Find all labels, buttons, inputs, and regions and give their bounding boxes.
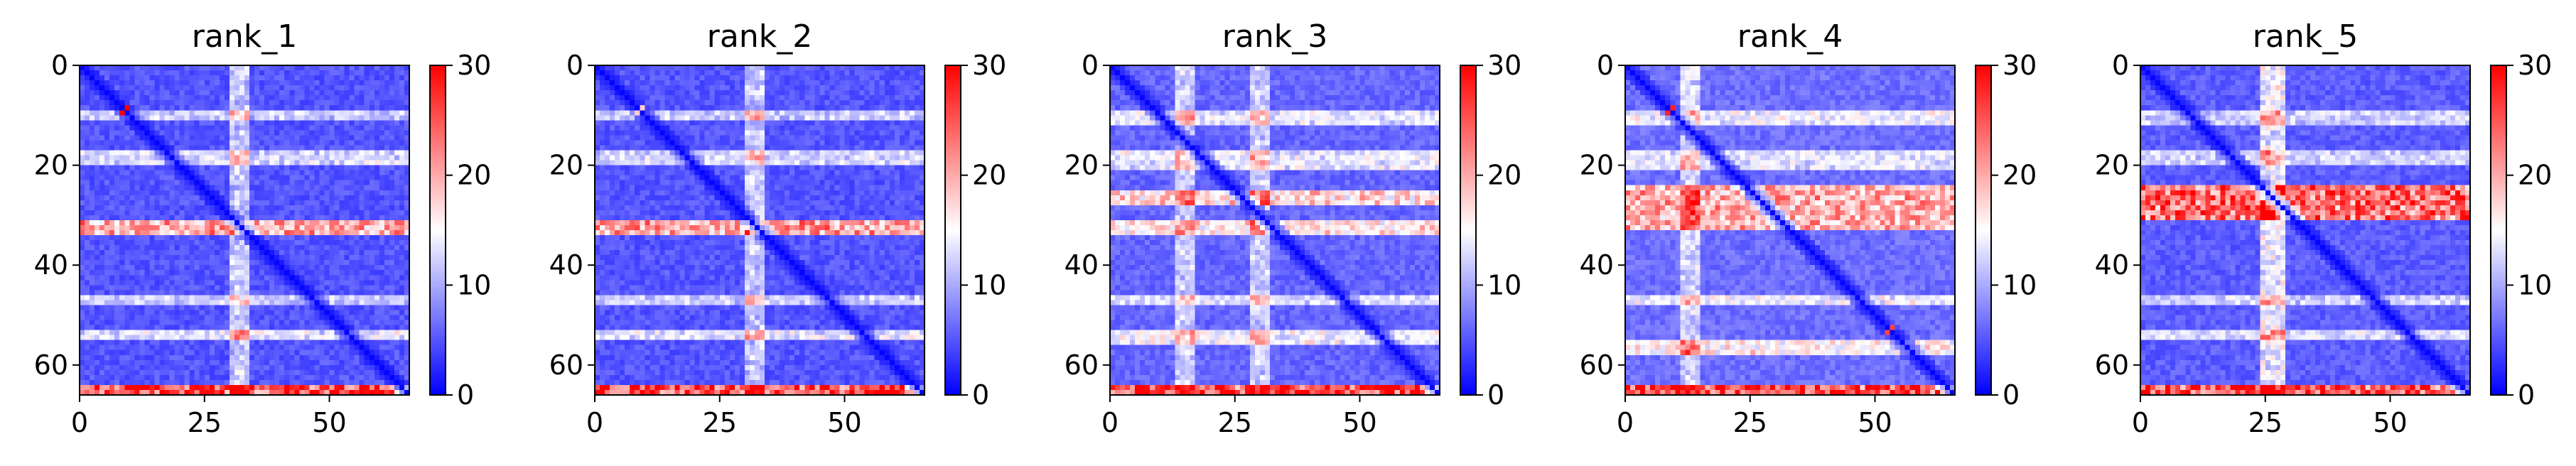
y-tick-label: 60 — [2095, 350, 2129, 381]
colorbar-tick-label: 30 — [2518, 50, 2552, 81]
x-tick-label: 50 — [827, 407, 861, 438]
colorbar — [1975, 65, 1992, 396]
y-tick-label: 40 — [549, 249, 583, 281]
colorbar — [2490, 65, 2507, 396]
colorbar-tick-label: 30 — [1487, 50, 1521, 81]
colorbar-tick-label: 30 — [457, 50, 491, 81]
x-tick-label: 0 — [1617, 407, 1634, 438]
colorbar-tick-label: 20 — [972, 160, 1006, 191]
y-tick-label: 0 — [2112, 50, 2129, 81]
x-tick-label: 25 — [188, 407, 222, 438]
y-tick-label: 20 — [1065, 150, 1099, 181]
heatmap-cells — [595, 65, 925, 395]
y-tick-label: 20 — [34, 150, 68, 181]
y-tick-label: 0 — [1082, 50, 1099, 81]
plot-frame — [594, 65, 925, 396]
colorbar-tick-label: 10 — [457, 269, 491, 300]
y-tick-label: 0 — [1597, 50, 1614, 81]
y-tick-label: 60 — [549, 350, 583, 381]
x-tick-label: 0 — [586, 407, 603, 438]
y-tick-label: 60 — [34, 350, 68, 381]
chart-title: rank_5 — [2253, 18, 2358, 55]
colorbar-tick-label: 20 — [2003, 160, 2037, 191]
plot-frame — [2140, 65, 2471, 396]
x-tick-label: 25 — [1733, 407, 1767, 438]
x-tick-label: 25 — [2248, 407, 2283, 438]
x-tick-label: 0 — [1101, 407, 1119, 438]
colorbar-tick-label: 20 — [457, 160, 491, 191]
heatmap-cells — [80, 65, 409, 395]
y-tick-label: 40 — [1580, 249, 1614, 281]
colorbar — [429, 65, 446, 396]
y-tick-label: 40 — [2095, 249, 2129, 281]
colorbar-tick-label: 0 — [2518, 379, 2535, 411]
x-tick-label: 25 — [1218, 407, 1252, 438]
colorbar-tick-label: 0 — [457, 379, 474, 411]
x-tick-label: 0 — [2132, 407, 2149, 438]
colorbar-tick-label: 10 — [972, 269, 1006, 300]
x-tick-label: 50 — [312, 407, 346, 438]
y-tick-label: 40 — [1065, 249, 1099, 281]
plot-frame — [1624, 65, 1956, 396]
y-tick-label: 60 — [1065, 350, 1099, 381]
y-tick-label: 20 — [1580, 150, 1614, 181]
y-tick-label: 60 — [1580, 350, 1614, 381]
y-tick-label: 20 — [549, 150, 583, 181]
colorbar-tick-label: 30 — [2003, 50, 2037, 81]
colorbar — [944, 65, 961, 396]
chart-title: rank_3 — [1222, 18, 1327, 55]
colorbar-tick-label: 0 — [972, 379, 989, 411]
x-tick-label: 50 — [1342, 407, 1376, 438]
x-tick-label: 50 — [2373, 407, 2407, 438]
y-tick-label: 20 — [2095, 150, 2129, 181]
y-tick-label: 40 — [34, 249, 68, 281]
colorbar-tick-label: 10 — [2003, 269, 2037, 300]
plot-frame — [1109, 65, 1440, 396]
heatmap-cells — [2140, 65, 2470, 395]
chart-title: rank_1 — [192, 18, 297, 55]
colorbar-tick-label: 20 — [1487, 160, 1521, 191]
x-tick-label: 50 — [1858, 407, 1892, 438]
colorbar-tick-label: 20 — [2518, 160, 2552, 191]
y-tick-label: 0 — [566, 50, 583, 81]
heatmap-cells — [1110, 65, 1440, 395]
chart-title: rank_4 — [1737, 18, 1843, 55]
colorbar — [1460, 65, 1477, 396]
plot-frame — [79, 65, 410, 396]
x-tick-label: 25 — [703, 407, 737, 438]
colorbar-tick-label: 0 — [2003, 379, 2020, 411]
colorbar-tick-label: 10 — [1487, 269, 1521, 300]
colorbar-tick-label: 30 — [972, 50, 1006, 81]
chart-title: rank_2 — [707, 18, 812, 55]
heatmap-cells — [1625, 65, 1955, 395]
x-tick-label: 0 — [71, 407, 88, 438]
y-tick-label: 0 — [51, 50, 68, 81]
colorbar-tick-label: 0 — [1487, 379, 1504, 411]
colorbar-tick-label: 10 — [2518, 269, 2552, 300]
